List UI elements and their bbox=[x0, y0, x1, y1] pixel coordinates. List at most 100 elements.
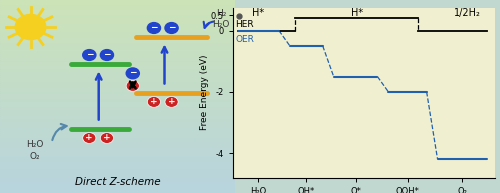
Bar bbox=[0, 56, 235, 58]
Circle shape bbox=[100, 50, 114, 60]
Text: +: + bbox=[103, 133, 110, 142]
Bar bbox=[0, 116, 235, 118]
Circle shape bbox=[126, 68, 140, 79]
Bar bbox=[0, 21, 235, 23]
Bar bbox=[0, 106, 235, 108]
Bar bbox=[0, 149, 235, 151]
Text: +: + bbox=[129, 81, 136, 90]
Text: +: + bbox=[150, 97, 158, 106]
Text: −: − bbox=[103, 50, 110, 59]
Bar bbox=[0, 23, 235, 25]
Text: H₂O: H₂O bbox=[26, 140, 44, 149]
Circle shape bbox=[126, 80, 140, 91]
Bar bbox=[0, 160, 235, 162]
Bar bbox=[0, 120, 235, 122]
Circle shape bbox=[165, 23, 178, 33]
Bar bbox=[0, 8, 235, 10]
Bar bbox=[0, 141, 235, 143]
Bar bbox=[0, 158, 235, 160]
Bar bbox=[0, 14, 235, 15]
Bar bbox=[0, 87, 235, 89]
Bar bbox=[0, 191, 235, 193]
Bar bbox=[0, 189, 235, 191]
Bar bbox=[0, 39, 235, 41]
Bar bbox=[0, 164, 235, 166]
Bar bbox=[0, 12, 235, 14]
Bar bbox=[0, 71, 235, 73]
Bar bbox=[0, 154, 235, 156]
Bar bbox=[0, 73, 235, 75]
Bar bbox=[0, 122, 235, 124]
Bar bbox=[0, 77, 235, 79]
Bar bbox=[0, 81, 235, 83]
Bar bbox=[0, 104, 235, 106]
Text: 1/2H₂: 1/2H₂ bbox=[454, 8, 481, 18]
Bar bbox=[0, 42, 235, 44]
Bar bbox=[0, 187, 235, 189]
Bar bbox=[0, 2, 235, 4]
Bar bbox=[0, 29, 235, 31]
Bar bbox=[0, 112, 235, 114]
Bar bbox=[0, 147, 235, 149]
Bar bbox=[0, 93, 235, 95]
Text: H₂: H₂ bbox=[216, 9, 226, 18]
Text: O₂: O₂ bbox=[30, 152, 40, 161]
Bar bbox=[0, 135, 235, 137]
Bar bbox=[0, 170, 235, 172]
Bar bbox=[0, 110, 235, 112]
Bar bbox=[0, 58, 235, 60]
Bar bbox=[0, 89, 235, 91]
Bar bbox=[0, 176, 235, 178]
Bar bbox=[0, 35, 235, 37]
Bar bbox=[0, 79, 235, 81]
Text: H₂O: H₂O bbox=[212, 20, 230, 29]
Bar bbox=[0, 62, 235, 64]
Text: −: − bbox=[150, 23, 158, 32]
Bar bbox=[0, 178, 235, 179]
Bar bbox=[0, 114, 235, 116]
Bar bbox=[0, 183, 235, 185]
Bar bbox=[0, 85, 235, 87]
Circle shape bbox=[100, 133, 114, 143]
Circle shape bbox=[148, 96, 160, 107]
Bar bbox=[0, 0, 235, 2]
Text: −: − bbox=[86, 50, 93, 59]
Bar bbox=[0, 127, 235, 129]
Text: OER: OER bbox=[235, 36, 254, 44]
Circle shape bbox=[165, 96, 178, 107]
Bar bbox=[0, 60, 235, 62]
Bar bbox=[0, 100, 235, 102]
Circle shape bbox=[148, 23, 160, 33]
Bar bbox=[0, 17, 235, 19]
Bar bbox=[0, 54, 235, 56]
Bar bbox=[0, 156, 235, 158]
Bar bbox=[0, 96, 235, 98]
Bar bbox=[0, 15, 235, 17]
Bar bbox=[0, 44, 235, 46]
Text: +: + bbox=[168, 97, 175, 106]
Bar bbox=[0, 102, 235, 104]
Bar bbox=[0, 125, 235, 127]
Bar bbox=[0, 6, 235, 8]
Bar bbox=[0, 66, 235, 68]
Text: HER: HER bbox=[235, 20, 254, 29]
Text: Direct Z-scheme: Direct Z-scheme bbox=[74, 177, 160, 187]
Bar bbox=[0, 25, 235, 27]
Bar bbox=[0, 139, 235, 141]
Bar bbox=[0, 108, 235, 110]
Bar bbox=[0, 75, 235, 77]
Bar bbox=[0, 19, 235, 21]
Bar bbox=[0, 152, 235, 154]
Bar bbox=[0, 162, 235, 164]
Circle shape bbox=[82, 133, 96, 143]
Bar bbox=[0, 27, 235, 29]
Bar bbox=[0, 118, 235, 120]
Text: +: + bbox=[86, 133, 93, 142]
Bar bbox=[0, 131, 235, 133]
Text: −: − bbox=[129, 69, 136, 77]
Bar bbox=[0, 46, 235, 48]
Bar bbox=[0, 37, 235, 39]
Bar bbox=[0, 98, 235, 100]
Bar bbox=[0, 4, 235, 6]
Bar bbox=[0, 151, 235, 152]
